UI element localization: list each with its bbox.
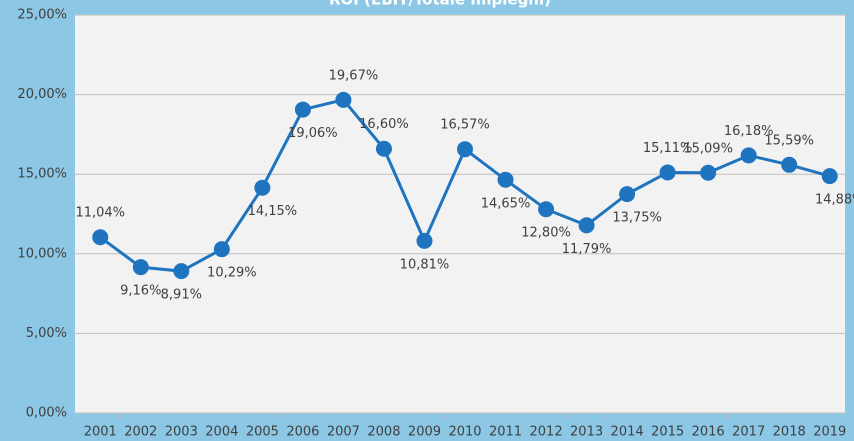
x-tick-label: 2001 bbox=[84, 425, 117, 440]
marker bbox=[740, 147, 757, 164]
marker bbox=[700, 164, 717, 181]
x-tick-label: 2009 bbox=[408, 425, 441, 440]
data-label: 19,67% bbox=[329, 68, 379, 83]
data-label: 16,57% bbox=[440, 118, 490, 133]
y-tick-label: 25,00% bbox=[17, 8, 67, 23]
marker bbox=[335, 91, 352, 108]
marker bbox=[619, 186, 636, 203]
data-label: 10,29% bbox=[207, 266, 257, 281]
x-tick-label: 2004 bbox=[205, 425, 238, 440]
marker bbox=[132, 259, 149, 276]
chart-title: ROI (EBIT/Totale Impieghi) bbox=[329, 0, 551, 9]
y-tick-label: 10,00% bbox=[17, 246, 67, 261]
x-tick-label: 2015 bbox=[651, 425, 684, 440]
marker bbox=[92, 229, 109, 246]
marker bbox=[375, 140, 392, 157]
marker bbox=[538, 201, 555, 218]
data-label: 16,18% bbox=[724, 124, 774, 139]
x-tick-label: 2017 bbox=[732, 425, 765, 440]
x-tick-label: 2006 bbox=[286, 425, 319, 440]
y-tick-label: 5,00% bbox=[26, 326, 67, 341]
marker bbox=[821, 168, 838, 185]
data-label: 14,88% bbox=[815, 193, 854, 208]
data-label: 8,91% bbox=[161, 288, 202, 303]
x-tick-label: 2016 bbox=[692, 425, 725, 440]
data-label: 11,04% bbox=[75, 206, 125, 221]
data-label: 9,16% bbox=[120, 284, 161, 299]
y-tick-label: 20,00% bbox=[17, 87, 67, 102]
x-tick-label: 2002 bbox=[124, 425, 157, 440]
data-label: 15,11% bbox=[643, 141, 693, 156]
x-tick-label: 2008 bbox=[367, 425, 400, 440]
marker bbox=[173, 263, 190, 280]
marker bbox=[213, 241, 230, 258]
data-label: 14,15% bbox=[248, 204, 298, 219]
data-label: 14,65% bbox=[481, 196, 531, 211]
data-label: 10,81% bbox=[400, 257, 450, 272]
data-label: 15,09% bbox=[683, 141, 733, 156]
x-tick-label: 2005 bbox=[246, 425, 279, 440]
marker bbox=[578, 217, 595, 234]
marker bbox=[254, 179, 271, 196]
x-tick-label: 2019 bbox=[813, 425, 846, 440]
x-tick-label: 2007 bbox=[327, 425, 360, 440]
plot-area bbox=[75, 15, 845, 413]
data-label: 12,80% bbox=[521, 226, 571, 241]
y-tick-label: 0,00% bbox=[26, 406, 67, 421]
x-tick-label: 2012 bbox=[530, 425, 563, 440]
x-tick-label: 2014 bbox=[611, 425, 644, 440]
x-tick-label: 2011 bbox=[489, 425, 522, 440]
x-tick-label: 2018 bbox=[773, 425, 806, 440]
marker bbox=[294, 101, 311, 118]
marker bbox=[497, 171, 514, 188]
marker bbox=[457, 141, 473, 158]
x-tick-label: 2003 bbox=[165, 425, 198, 440]
x-tick-label: 2010 bbox=[448, 425, 481, 440]
marker bbox=[781, 156, 798, 173]
data-label: 11,79% bbox=[562, 242, 612, 257]
marker bbox=[659, 164, 676, 181]
data-label: 13,75% bbox=[612, 211, 662, 226]
data-label: 19,06% bbox=[288, 126, 338, 141]
x-tick-label: 2013 bbox=[570, 425, 603, 440]
data-label: 15,59% bbox=[764, 133, 814, 148]
data-label: 16,60% bbox=[359, 117, 409, 132]
marker bbox=[416, 232, 433, 249]
y-tick-label: 15,00% bbox=[17, 167, 67, 182]
